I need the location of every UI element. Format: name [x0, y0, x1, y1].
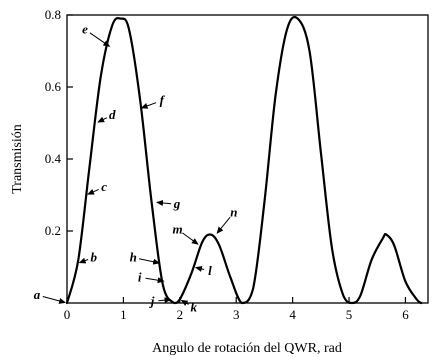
x-tick-label: 2 [177, 307, 184, 322]
annotation-arrow-g [156, 199, 172, 206]
annotation-arrow-i [145, 277, 165, 284]
annotation-arrow-n [216, 216, 231, 234]
annotation-label-h: h [130, 249, 137, 264]
x-tick-label: 5 [346, 307, 353, 322]
x-axis-ticks: 0 1 2 3 4 5 6 [64, 297, 409, 322]
annotation-arrow-k [180, 299, 189, 306]
annotation-label-l: l [208, 263, 212, 278]
y-tick-label: 0.6 [45, 79, 62, 94]
y-axis-ticks: 0.2 0.4 0.6 0.8 [45, 7, 73, 238]
x-tick-label: 6 [402, 307, 409, 322]
annotation-arrow-l [194, 266, 205, 272]
plot-frame [66, 14, 429, 304]
annotation-label-m: m [173, 221, 183, 236]
annotation-label-a: a [34, 287, 41, 302]
annotation-label-b: b [90, 249, 97, 264]
annotation-arrow-c [87, 188, 99, 195]
x-axis-label: Angulo de rotación del QWR, rad [152, 341, 342, 356]
y-tick-label: 0.4 [45, 151, 62, 166]
annotation-arrow-e [89, 32, 111, 47]
annotation-arrow-m [182, 232, 199, 245]
annotation-label-f: f [160, 93, 166, 108]
point-annotations: a b c d e f g hij k l m n [34, 21, 238, 314]
x-tick-label: 3 [233, 307, 240, 322]
x-tick-label: 1 [120, 307, 127, 322]
annotation-arrow-h [138, 258, 161, 265]
y-tick-label: 0.2 [45, 223, 61, 238]
x-tick-label: 4 [289, 307, 296, 322]
annotation-label-c: c [101, 179, 107, 194]
annotation-label-g: g [173, 196, 181, 211]
annotation-arrow-d [97, 116, 108, 123]
annotation-arrow-b [78, 257, 89, 264]
series-line-transmission [65, 15, 423, 305]
annotation-label-k: k [191, 299, 198, 314]
annotation-arrow-f [140, 102, 157, 109]
annotation-label-i: i [138, 269, 142, 284]
annotation-label-j: j [149, 293, 155, 308]
annotation-arrow-j [158, 297, 172, 304]
y-axis-label: Transmisión [10, 124, 25, 194]
annotation-label-e: e [82, 21, 88, 36]
annotation-label-n: n [230, 205, 237, 220]
annotation-label-d: d [109, 107, 116, 122]
annotation-arrow-a [42, 296, 67, 304]
x-tick-label: 0 [64, 307, 71, 322]
y-tick-label: 0.8 [45, 7, 61, 22]
